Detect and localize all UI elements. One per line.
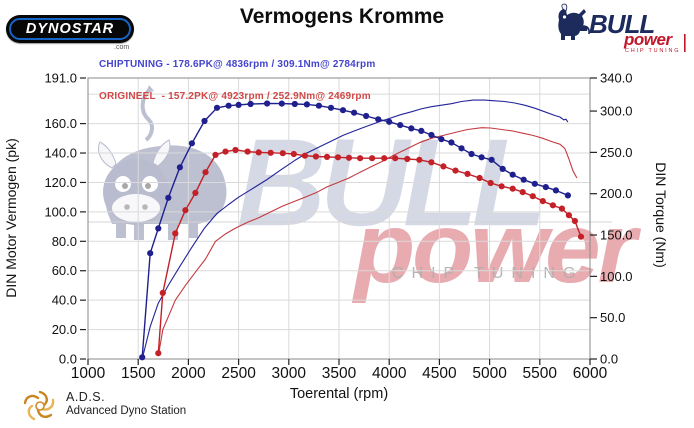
bull-eye-icon [562, 15, 567, 19]
svg-text:0.0: 0.0 [600, 352, 618, 367]
svg-text:1500: 1500 [121, 365, 156, 382]
dynostar-wordmark: DYNOSTAR [25, 21, 115, 37]
dynostar-logo: DYNOSTAR .com [6, 15, 138, 55]
svg-text:100.0: 100.0 [600, 269, 633, 284]
bullpower-logo: BULL power CHIP TUNING [558, 3, 686, 54]
axis-labels: 191.0 160.0 140.0 120.0 100.0 80.0 60.0 40.0 20.… [44, 71, 632, 383]
gridlines [88, 78, 590, 359]
svg-text:200.0: 200.0 [600, 186, 633, 201]
origineel-torque-markers [155, 146, 585, 357]
svg-text:20.0: 20.0 [52, 322, 77, 337]
bull-horn-icon [561, 3, 568, 12]
legend-chiptuning: CHIPTUNING - 178.6PK@ 4836rpm / 309.1Nm@… [99, 59, 376, 70]
svg-text:0.0: 0.0 [59, 352, 77, 367]
x-axis-title: Toerental (rpm) [290, 386, 388, 402]
svg-text:3500: 3500 [322, 365, 357, 382]
svg-text:340.0: 340.0 [600, 71, 633, 86]
power-watermark-text: power [351, 192, 642, 304]
bull-logo-text: BULL [589, 9, 654, 39]
svg-text:50.0: 50.0 [600, 310, 625, 325]
bull-icon [558, 8, 588, 40]
svg-text:160.0: 160.0 [44, 116, 77, 131]
svg-text:191.0: 191.0 [44, 71, 77, 86]
dynostar-ring [9, 18, 131, 40]
svg-text:300.0: 300.0 [600, 104, 633, 119]
ads-swirl-icon [23, 390, 55, 421]
ads-name: A.D.S. [66, 390, 106, 404]
svg-text:120.0: 120.0 [44, 175, 77, 190]
svg-text:140.0: 140.0 [44, 146, 77, 161]
chip-tuning-watermark-text: CHIP TUNING [392, 265, 583, 282]
y-right-axis-title: DIN Torque (Nm) [653, 162, 669, 268]
chiptuning-torque-markers [139, 100, 572, 361]
bull-watermark-image [98, 85, 227, 240]
svg-text:80.0: 80.0 [52, 234, 77, 249]
svg-text:1000: 1000 [71, 365, 106, 382]
svg-text:100.0: 100.0 [44, 204, 77, 219]
svg-text:5000: 5000 [472, 365, 507, 382]
page-title: Vermogens Kromme [239, 5, 445, 28]
svg-text:2500: 2500 [221, 365, 256, 382]
origineel-power-curve [157, 127, 578, 357]
legend-origineel: ORIGINEEL - 157.2PK@ 4923rpm / 252.9Nm@ … [99, 90, 371, 102]
dynostar-domain-suffix: .com [114, 44, 130, 51]
power-logo-text: power [623, 30, 673, 49]
svg-text:3000: 3000 [272, 365, 307, 382]
chart-legend: CHIPTUNING - 178.6PK@ 4836rpm / 309.1Nm@… [99, 39, 375, 123]
svg-text:6000: 6000 [573, 365, 608, 382]
svg-text:2000: 2000 [171, 365, 206, 382]
svg-text:40.0: 40.0 [52, 293, 77, 308]
chip-tuning-logo-text: CHIP TUNING [625, 48, 680, 54]
svg-text:150.0: 150.0 [600, 228, 633, 243]
ads-footer: A.D.S. Advanced Dyno Station [20, 388, 186, 424]
svg-text:250.0: 250.0 [600, 145, 633, 160]
svg-text:4500: 4500 [422, 365, 457, 382]
dynostar-pill: DYNOSTAR [6, 15, 134, 43]
svg-text:60.0: 60.0 [52, 263, 77, 278]
svg-text:5500: 5500 [523, 365, 558, 382]
ads-subtitle: Advanced Dyno Station [66, 405, 187, 417]
bull-tail-icon [582, 25, 590, 35]
y-left-axis-title: DIN Motor Vermogen (pk) [3, 138, 19, 298]
svg-text:4000: 4000 [372, 365, 407, 382]
logo-red-bar [684, 34, 686, 52]
